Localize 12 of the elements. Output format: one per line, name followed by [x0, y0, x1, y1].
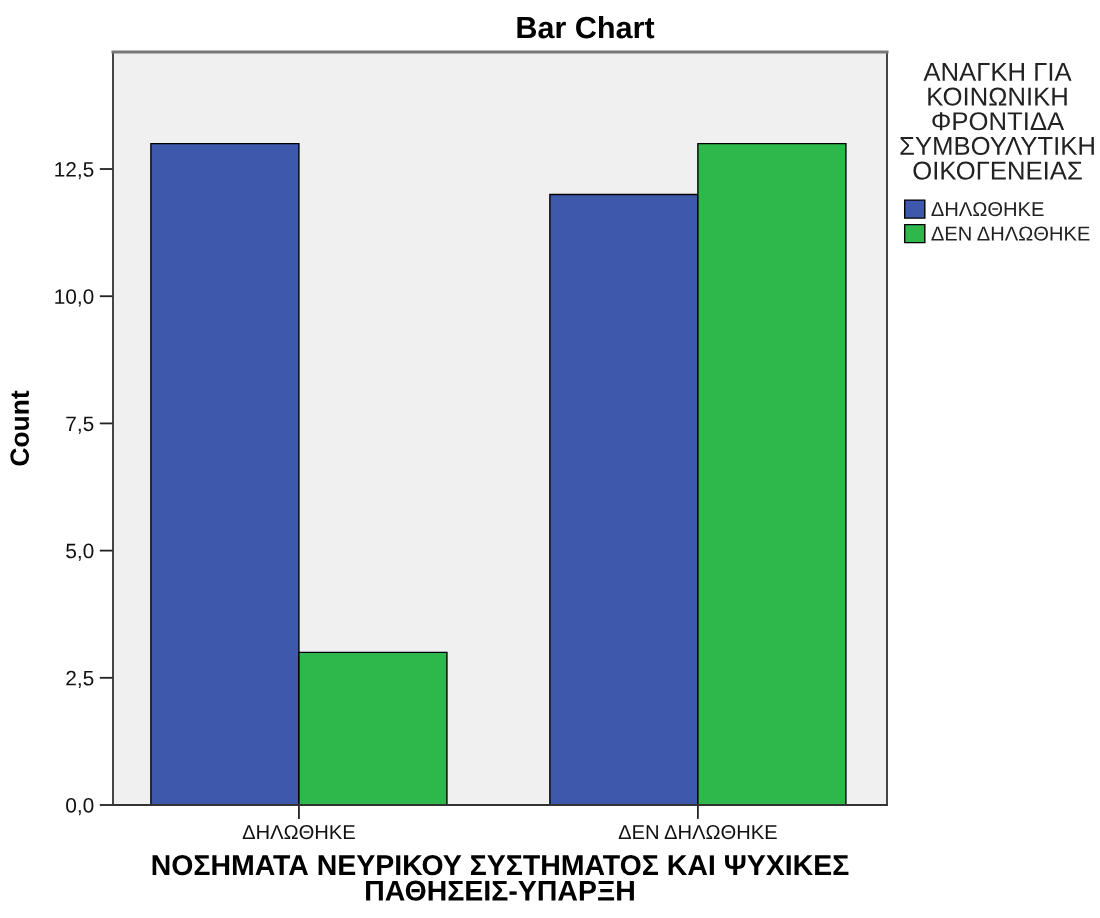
y-tick-label: 10,0: [55, 289, 94, 307]
chart-title: Bar Chart: [517, 15, 655, 39]
y-tick-label: 2,5: [66, 670, 94, 689]
y-tick-label: 5,0: [66, 543, 94, 561]
legend-label: ΔΗΛΩΘΗΚΕ: [931, 201, 1044, 217]
x-axis-title: ΝΟΣΗΜΑΤΑ ΝΕΥΡΙΚΟΥ ΣΥΣΤΗΜΑΤΟΣ ΚΑΙ ΨΥΧΙΚΕΣ ΠΑΘΗΣΕΙΣ-ΥΠΑΡΞΗ: [152, 855, 849, 901]
y-tick-label: 7,5: [66, 416, 94, 434]
legend-title: ΑΝΑΓΚΗ ΓΙΑ ΚΟΙΝΩΝΙΚΗ ΦΡΟΝΤΙΔΑ ΣΥΜΒΟΥΛΥΤΙΚΗ ΟΙΚΟΓΕΝΕΙΑΣ: [900, 63, 1094, 180]
legend-label: ΔΕΝ ΔΗΛΩΘΗΚΕ: [931, 226, 1090, 241]
y-axis-title: Count: [10, 390, 30, 466]
y-tick-label: 0,0: [66, 798, 94, 816]
y-tick-label: 12,5: [55, 162, 94, 180]
